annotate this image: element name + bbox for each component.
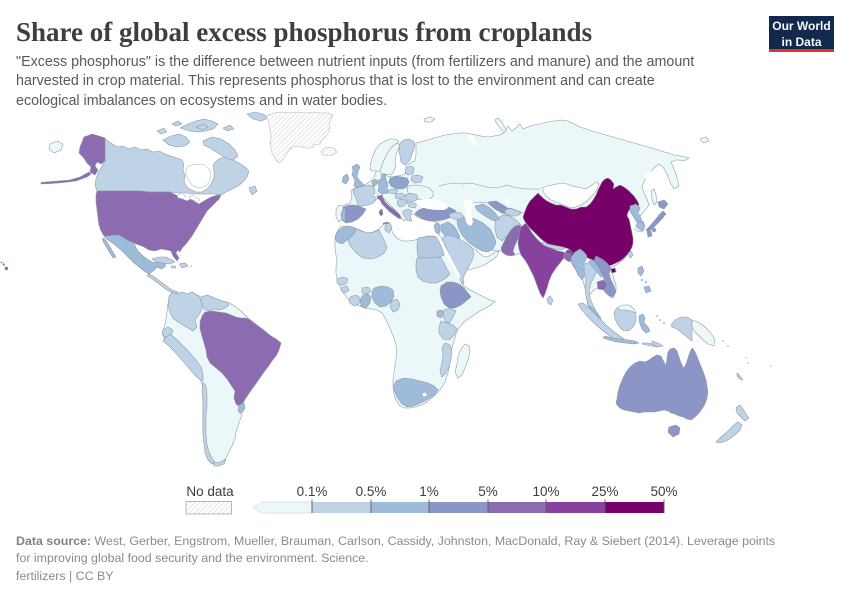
svg-text:0.5%: 0.5% [356, 484, 387, 499]
svg-text:0.1%: 0.1% [297, 484, 328, 499]
svg-text:25%: 25% [591, 484, 618, 499]
svg-text:1%: 1% [419, 484, 439, 499]
svg-text:10%: 10% [532, 484, 559, 499]
svg-text:No data: No data [186, 484, 234, 499]
svg-text:5%: 5% [478, 484, 498, 499]
svg-text:50%: 50% [650, 484, 677, 499]
